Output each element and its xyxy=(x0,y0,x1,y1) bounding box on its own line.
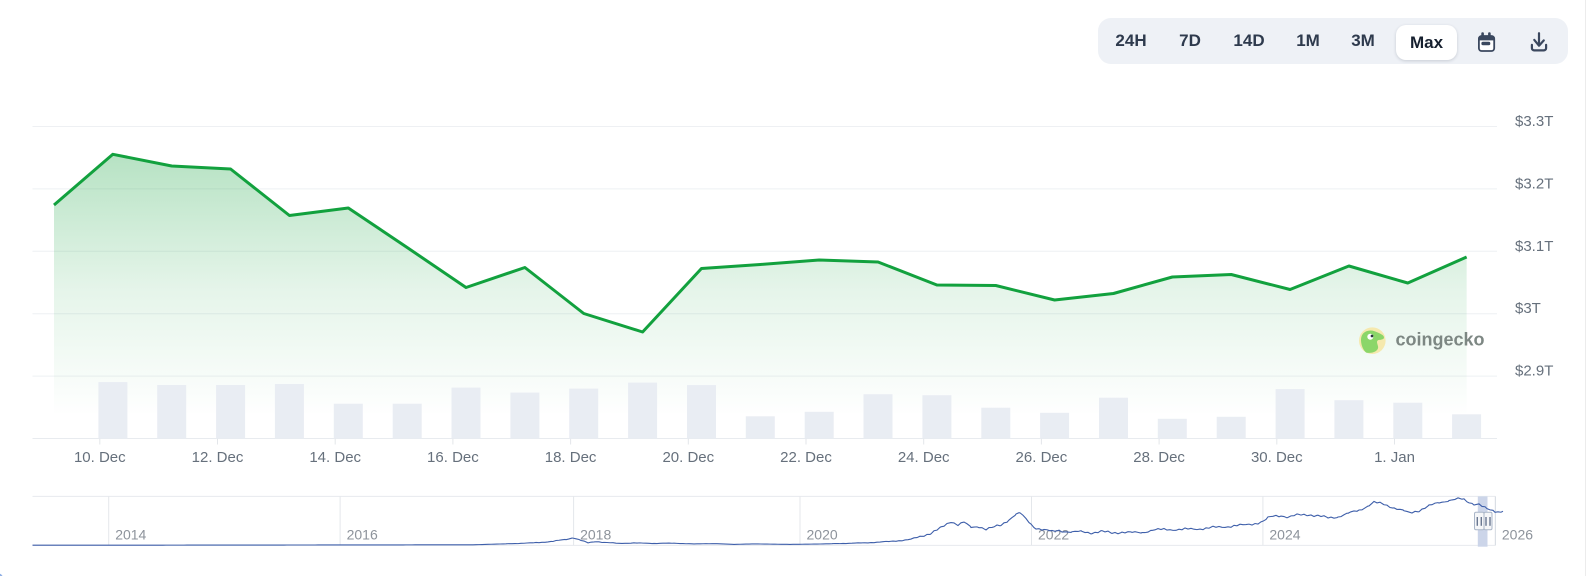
svg-text:coingecko: coingecko xyxy=(1396,330,1485,350)
svg-text:24. Dec: 24. Dec xyxy=(898,449,950,466)
svg-text:22. Dec: 22. Dec xyxy=(780,449,832,466)
svg-text:2020: 2020 xyxy=(807,527,838,543)
svg-text:2014: 2014 xyxy=(115,527,146,543)
svg-text:2018: 2018 xyxy=(580,527,611,543)
svg-text:$3.3T: $3.3T xyxy=(1515,113,1553,130)
svg-text:10. Dec: 10. Dec xyxy=(74,449,126,466)
svg-text:12. Dec: 12. Dec xyxy=(192,449,244,466)
svg-text:28. Dec: 28. Dec xyxy=(1133,449,1185,466)
svg-text:1. Jan: 1. Jan xyxy=(1374,449,1415,466)
svg-text:2026: 2026 xyxy=(1502,527,1533,543)
svg-text:2016: 2016 xyxy=(347,527,378,543)
svg-text:14. Dec: 14. Dec xyxy=(309,449,361,466)
svg-text:30. Dec: 30. Dec xyxy=(1251,449,1303,466)
svg-text:$3T: $3T xyxy=(1515,300,1541,317)
svg-text:$3.2T: $3.2T xyxy=(1515,175,1553,192)
svg-text:18. Dec: 18. Dec xyxy=(545,449,597,466)
svg-text:20. Dec: 20. Dec xyxy=(662,449,714,466)
svg-text:$2.9T: $2.9T xyxy=(1515,363,1553,380)
svg-text:2022: 2022 xyxy=(1038,527,1069,543)
svg-text:16. Dec: 16. Dec xyxy=(427,449,479,466)
svg-text:$3.1T: $3.1T xyxy=(1515,238,1553,255)
svg-text:26. Dec: 26. Dec xyxy=(1016,449,1068,466)
svg-text:2024: 2024 xyxy=(1269,527,1300,543)
